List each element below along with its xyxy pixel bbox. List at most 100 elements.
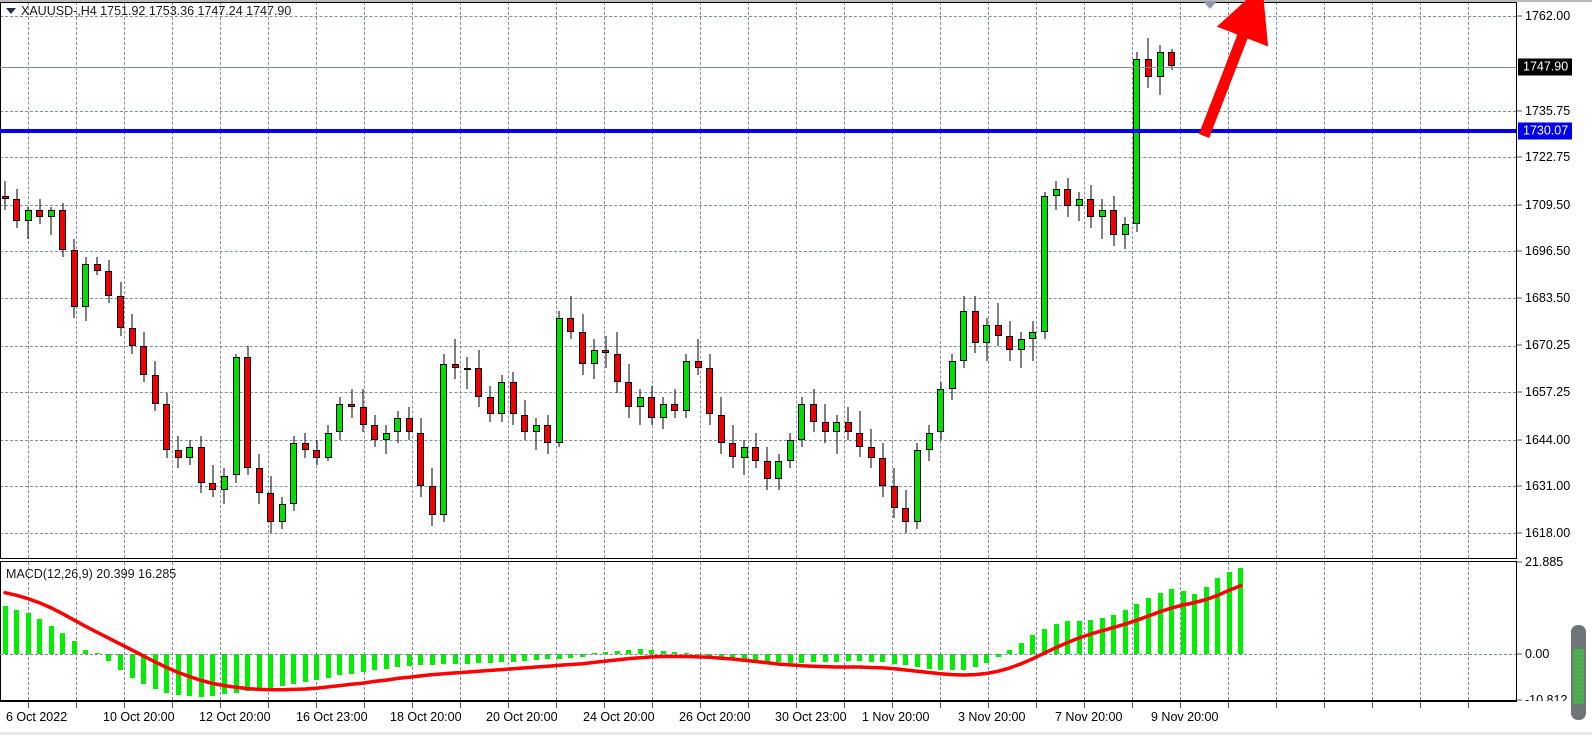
candlestick [706,2,714,558]
macd-histogram-bar [141,654,147,685]
candlestick [1041,2,1048,558]
candlestick [555,2,563,558]
candlestick [1168,2,1176,558]
candle-body-bearish [163,403,171,451]
candle-body-bearish [255,468,263,494]
candle-body-bullish [937,389,945,433]
candle-body-bullish [220,475,228,490]
triangle-down-icon[interactable] [6,8,16,14]
time-tick-label: 12 Oct 20:00 [199,710,271,724]
price-tick-label: 1735.75 [1525,103,1571,118]
macd-histogram-bar [926,654,932,669]
candlestick [913,2,921,558]
candle-body-bullish [1075,199,1083,207]
time-tick [1420,702,1421,708]
candlestick [1156,2,1164,558]
candlestick [844,2,852,558]
macd-histogram-bar [349,654,354,674]
slider-thumb[interactable] [1573,649,1584,704]
support-level-label[interactable]: 1730.07 [1518,122,1573,140]
window-bottom-edge [0,732,1592,735]
candle-body-bullish [786,439,794,462]
time-tick [76,702,77,708]
macd-histogram-bar [626,649,632,655]
time-tick [508,702,509,708]
time-tick [220,702,221,708]
gridline-vertical [796,2,797,558]
candlestick [174,2,182,558]
macd-header-text: MACD(12,26,9) 20.399 16.285 [6,567,177,581]
time-tick [796,702,797,708]
candle-body-bearish [209,482,217,490]
candlestick [475,2,483,558]
macd-histogram-bar [83,649,89,655]
candlestick [867,2,875,558]
macd-histogram-bar [198,654,204,697]
time-tick [844,702,845,708]
candle-body-bullish [636,396,644,408]
candle-body-bearish [301,443,309,451]
candlestick [382,2,390,558]
gridline-vertical [1324,2,1325,558]
macd-histogram-bar [857,654,863,662]
candle-body-bearish [1,195,9,200]
candle-body-bearish [1087,199,1095,218]
candle-wick [1055,181,1057,211]
macd-histogram-bar [406,654,412,667]
candlestick [925,2,933,558]
macd-histogram-bar [476,654,482,664]
macd-histogram-bar [210,654,216,696]
candlestick [879,2,887,558]
candlestick [509,2,517,558]
price-axis[interactable]: 1762.00 1735.75 1722.75 1709.50 1696.50 1683.… [1517,2,1592,559]
candle-body-bearish [36,210,44,218]
macd-histogram-bar [14,609,20,655]
current-price-label[interactable]: 1747.90 [1518,58,1573,76]
candle-body-bearish [879,457,887,487]
chart-top-marker-icon[interactable] [1203,1,1217,9]
vertical-scale-slider[interactable] [1571,625,1586,720]
macd-histogram-bar [106,654,112,662]
candlestick [613,2,621,558]
time-tick [28,702,29,708]
time-axis[interactable]: 6 Oct 2022 10 Oct 20:00 12 Oct 20:00 16 Oct… [0,701,1592,732]
price-tick-label: 1618.00 [1525,525,1571,540]
macd-histogram-bar [580,654,585,657]
candlestick [117,2,124,558]
candlestick [1052,2,1060,558]
macd-histogram-bar [60,633,66,655]
candlestick [1121,2,1129,558]
macd-histogram-bar [314,654,320,680]
macd-histogram-bar [291,654,297,684]
candlestick [532,2,540,558]
macd-histogram-bar [429,654,435,665]
candlestick [590,2,598,558]
symbol-header[interactable]: XAUUSD-,H4 1751.92 1753.36 1747.24 1747.… [6,4,291,18]
candle-body-bullish [440,364,448,515]
candle-body-bearish [613,353,621,383]
time-tick-label: 1 Nov 20:00 [862,710,930,724]
macd-histogram-bar [730,654,736,659]
macd-histogram-bar [591,653,597,655]
macd-histogram-bar [1042,628,1047,655]
candle-body-bullish [740,446,748,458]
price-tick [1517,391,1522,393]
macd-histogram-bar [452,654,458,665]
candle-wick [674,389,676,419]
candlestick [833,2,841,558]
macd-histogram-bar [1007,650,1013,655]
candle-body-bullish [324,432,332,458]
candlestick [486,2,494,558]
macd-indicator-pane[interactable] [0,562,1516,700]
candle-body-bearish [994,324,1002,336]
time-tick [1276,702,1277,708]
support-level-line[interactable] [0,128,1516,133]
macd-histogram-bar [637,649,643,655]
candlestick [960,2,968,558]
candle-wick [466,357,468,390]
candle-body-bearish [902,507,910,523]
candlestick [775,2,783,558]
candlestick [186,2,194,558]
candle-body-bearish [729,443,737,458]
macd-histogram-bar [1099,618,1105,655]
